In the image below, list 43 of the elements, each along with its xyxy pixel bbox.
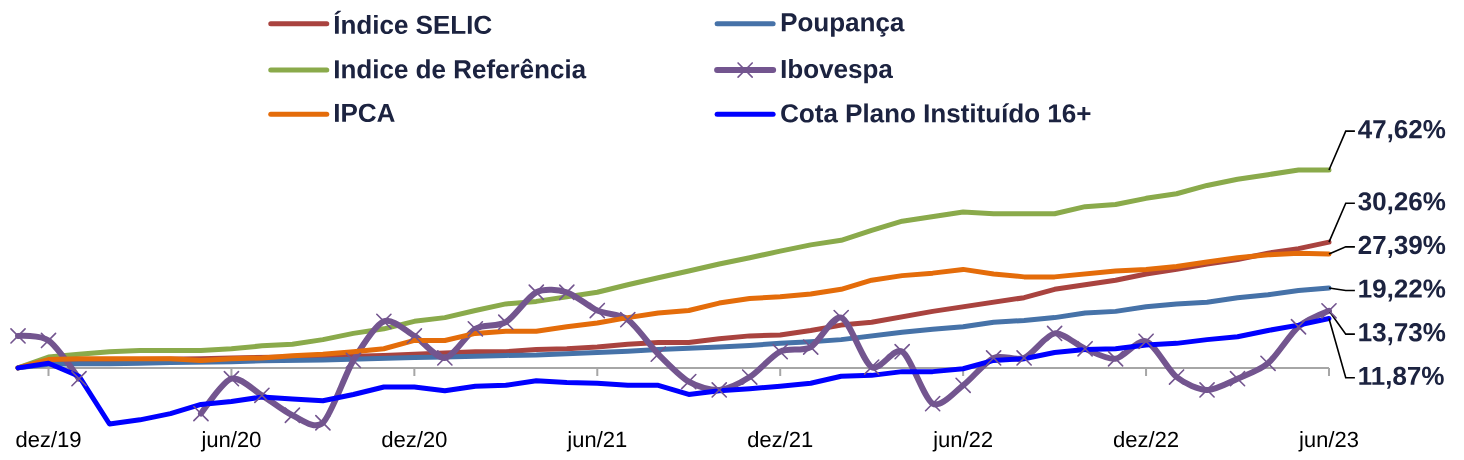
point — [254, 387, 270, 404]
x-tick-label: jun/23 — [1298, 431, 1358, 452]
x-tick-label: dez/22 — [1113, 431, 1178, 448]
point — [985, 350, 1002, 366]
data-label: 13,73% — [1359, 323, 1446, 346]
x-tick-label: dez/21 — [748, 431, 813, 448]
x-tick-label: jun/22 — [932, 431, 992, 452]
point — [1321, 302, 1337, 319]
point — [1199, 382, 1215, 398]
data-label: 19,22% — [1359, 279, 1446, 302]
x-tick-label: dez/20 — [382, 431, 447, 448]
point — [1229, 370, 1246, 387]
point — [1046, 325, 1063, 342]
point — [711, 382, 728, 398]
point — [1016, 350, 1032, 366]
point — [558, 284, 575, 301]
point — [1290, 318, 1307, 335]
point — [10, 328, 26, 344]
point — [1077, 340, 1093, 357]
x-tick-label: jun/20 — [200, 431, 261, 452]
legend-label: Poupança — [781, 13, 905, 37]
point — [376, 313, 392, 330]
legend-label: Cota Plano Instituído 16+ — [781, 103, 1091, 123]
x-tick-label: jun/21 — [566, 431, 627, 452]
data-label: 11,87% — [1359, 366, 1444, 389]
legend-label: IPCA — [334, 103, 395, 123]
data-label: 27,39% — [1358, 235, 1446, 258]
data-label: 30,26% — [1358, 192, 1446, 215]
x-tick-label: dez/19 — [16, 431, 81, 448]
point — [71, 370, 87, 387]
legend-label: Índice SELIC — [334, 10, 492, 35]
legend-label: Indice de Referência — [334, 58, 587, 79]
data-label: 47,62% — [1358, 120, 1446, 143]
point — [619, 311, 636, 328]
legend-label: Ibovespa — [781, 59, 893, 84]
point — [223, 370, 240, 387]
point — [467, 320, 484, 337]
point — [589, 302, 606, 319]
point — [406, 328, 423, 344]
point — [193, 405, 209, 422]
point — [863, 359, 880, 375]
point — [1138, 333, 1154, 350]
point — [1107, 350, 1124, 367]
